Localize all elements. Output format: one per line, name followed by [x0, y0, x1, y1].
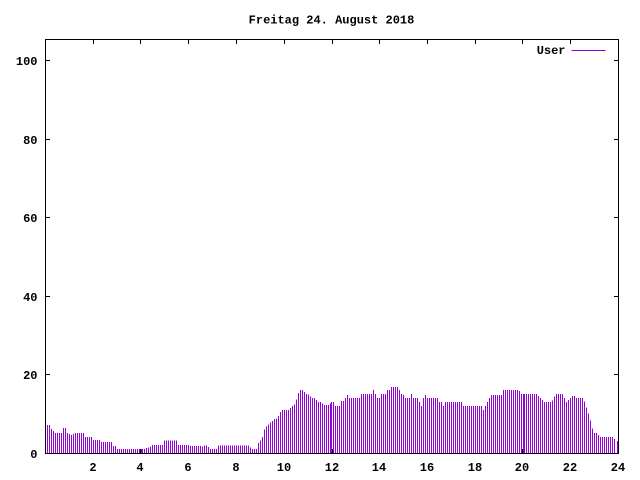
svg-text:80: 80	[23, 134, 37, 148]
svg-text:2: 2	[89, 461, 96, 475]
svg-text:16: 16	[420, 461, 434, 475]
svg-text:20: 20	[515, 461, 529, 475]
svg-text:60: 60	[23, 212, 37, 226]
svg-text:20: 20	[23, 369, 37, 383]
svg-text:18: 18	[468, 461, 482, 475]
svg-text:22: 22	[563, 461, 577, 475]
svg-text:User: User	[537, 44, 566, 58]
svg-text:14: 14	[372, 461, 386, 475]
svg-text:8: 8	[232, 461, 239, 475]
svg-text:Freitag 24. August 2018: Freitag 24. August 2018	[249, 14, 415, 28]
svg-text:10: 10	[277, 461, 291, 475]
svg-text:24: 24	[611, 461, 625, 475]
svg-text:100: 100	[16, 55, 38, 69]
svg-text:6: 6	[184, 461, 191, 475]
svg-text:4: 4	[136, 461, 143, 475]
svg-text:40: 40	[23, 291, 37, 305]
svg-text:0: 0	[30, 448, 37, 462]
svg-text:12: 12	[325, 461, 339, 475]
